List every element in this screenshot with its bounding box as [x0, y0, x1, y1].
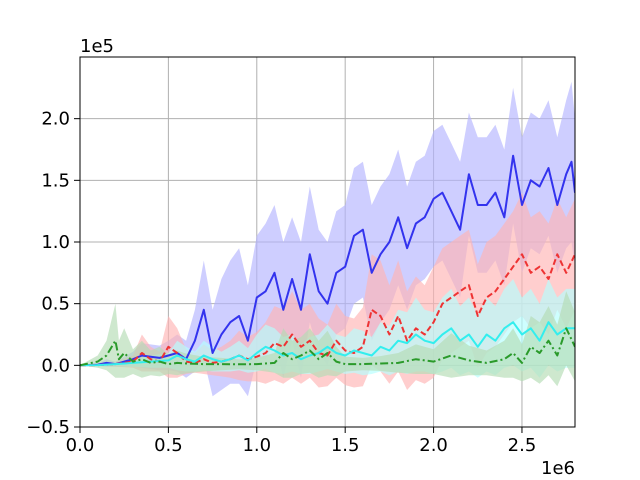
x-tick-label: 0.0	[66, 435, 95, 456]
y-tick-label: −0.5	[26, 417, 70, 438]
y-tick-label: 1.5	[41, 170, 70, 191]
x-tick-label: 0.5	[154, 435, 183, 456]
x-tick-label: 2.0	[419, 435, 448, 456]
series-4-band	[80, 291, 575, 387]
series-3-line	[80, 321, 575, 367]
confidence-bands	[80, 81, 575, 397]
y-offset-label: 1e5	[80, 36, 114, 57]
x-axis-ticks: 0.0 0.5 1.0 1.5 2.0 2.5	[66, 427, 537, 456]
series-1-band	[80, 81, 575, 397]
x-tick-label: 1.5	[331, 435, 360, 456]
y-axis-ticks: −0.5 0.0 0.5 1.0 1.5 2.0	[26, 109, 80, 438]
series-lines	[80, 154, 575, 367]
x-tick-label: 2.5	[508, 435, 537, 456]
y-tick-label: 1.0	[41, 232, 70, 253]
x-offset-label: 1e6	[541, 458, 575, 479]
x-tick-label: 1.0	[242, 435, 271, 456]
plot-area	[79, 56, 576, 428]
y-tick-label: 2.0	[41, 109, 70, 130]
y-tick-label: 0.5	[41, 294, 70, 315]
series-4-line	[80, 327, 575, 367]
series-1-line	[80, 154, 575, 367]
y-tick-label: 0.0	[41, 355, 70, 376]
series-2-line	[80, 253, 575, 367]
